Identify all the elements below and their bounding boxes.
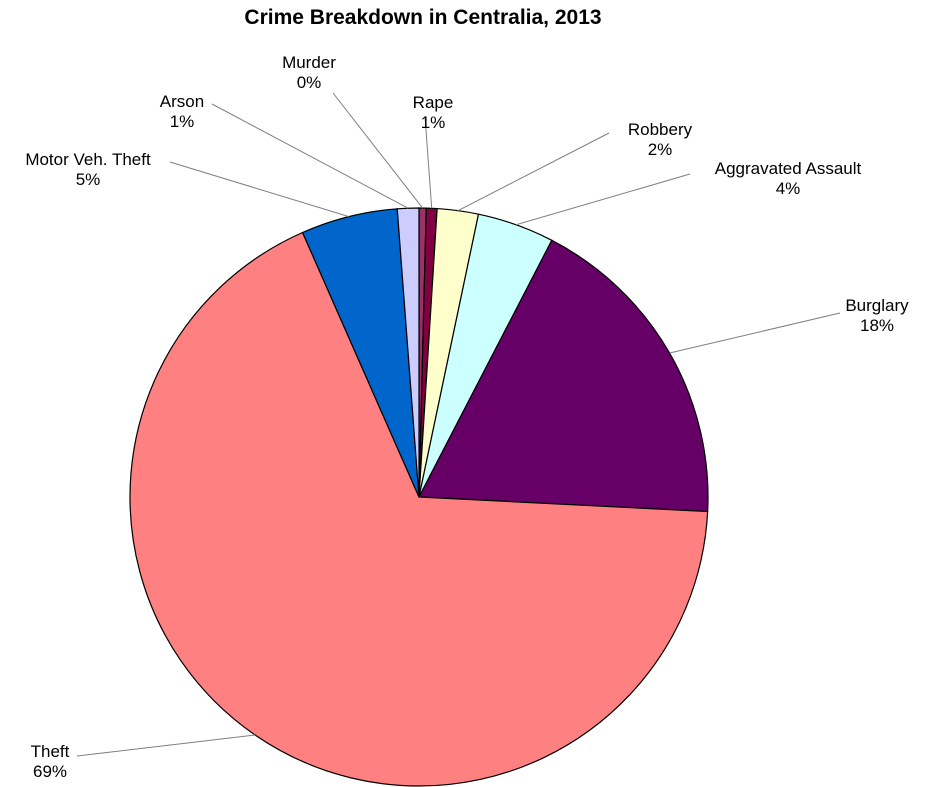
slice-label: Motor Veh. Theft	[25, 150, 151, 169]
leader-line	[669, 312, 841, 354]
slice-percent-label: 0%	[297, 73, 322, 92]
slice-percent-label: 5%	[76, 170, 101, 189]
pie-slice-arson	[396, 207, 420, 498]
leader-line	[211, 103, 409, 209]
slice-percent-label: 1%	[170, 112, 195, 131]
slice-percent-label: 18%	[860, 316, 894, 335]
slice-label: Theft	[31, 742, 70, 761]
slice-percent-label: 69%	[33, 762, 67, 781]
pie-slices	[129, 207, 709, 787]
slice-label: Burglary	[845, 296, 909, 315]
leader-line	[332, 92, 424, 209]
leader-line	[76, 734, 256, 757]
slice-percent-label: 2%	[648, 140, 673, 159]
slice-percent-label: 4%	[776, 179, 801, 198]
pie-slice-theft	[129, 231, 709, 787]
slice-label: Murder	[282, 53, 336, 72]
leader-line	[457, 132, 610, 212]
leader-line	[169, 161, 350, 218]
slice-label: Robbery	[628, 120, 693, 139]
slice-label: Aggravated Assault	[715, 159, 862, 178]
slice-label: Rape	[413, 93, 454, 112]
slice-label: Arson	[160, 92, 204, 111]
slice-percent-label: 1%	[421, 113, 446, 132]
leader-line	[424, 115, 433, 209]
chart-title: Crime Breakdown in Centralia, 2013	[244, 6, 602, 29]
leader-lines	[76, 92, 841, 757]
leader-line	[515, 173, 691, 226]
